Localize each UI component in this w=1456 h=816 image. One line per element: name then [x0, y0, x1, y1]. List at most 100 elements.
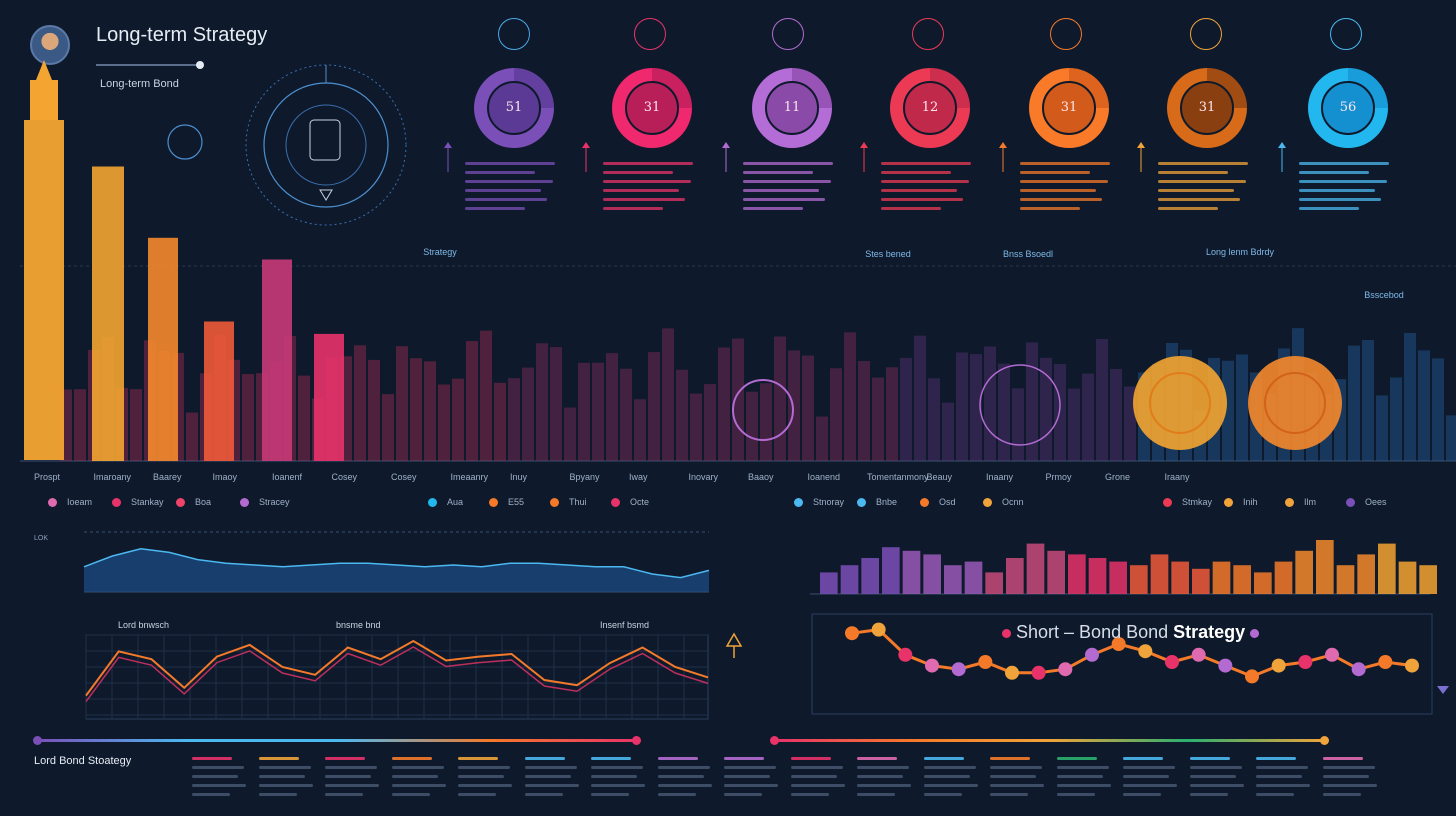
bar[interactable] [1295, 550, 1313, 594]
bar[interactable] [1109, 561, 1127, 594]
bar[interactable] [1274, 561, 1293, 594]
bar[interactable] [1150, 554, 1169, 594]
badge-icon[interactable] [772, 18, 804, 50]
gauge[interactable]: 56 [1307, 67, 1389, 149]
legend-label: Ocnn [1002, 497, 1024, 507]
bar[interactable] [1026, 543, 1045, 594]
main-bar[interactable] [204, 321, 234, 462]
timeline-handle[interactable] [770, 736, 779, 745]
bar[interactable] [1192, 568, 1210, 594]
signature-icon[interactable] [634, 18, 666, 50]
chevron-down-icon[interactable] [1436, 685, 1450, 695]
main-bar[interactable] [92, 166, 124, 462]
gauge-value: 12 [921, 100, 939, 115]
bar[interactable] [985, 572, 1003, 594]
legend-item[interactable]: Stracey [240, 497, 290, 507]
legend-item[interactable]: Ocnn [983, 497, 1024, 507]
data-point[interactable] [1111, 637, 1126, 651]
data-point[interactable] [1245, 669, 1259, 684]
legend-item[interactable]: Bnbe [857, 497, 897, 507]
badge-icon[interactable] [1330, 18, 1362, 50]
bar[interactable] [1254, 572, 1272, 594]
curve-icon[interactable] [912, 18, 944, 50]
gauge[interactable]: 11 [751, 67, 833, 149]
legend-item[interactable]: Oees [1346, 497, 1387, 507]
data-point[interactable] [951, 662, 966, 677]
avatar[interactable] [30, 25, 70, 65]
main-bar[interactable] [148, 237, 178, 461]
gauge[interactable]: 12 [889, 67, 971, 149]
gauge[interactable]: 51 [473, 67, 555, 149]
data-point[interactable] [925, 658, 939, 673]
data-point[interactable] [1191, 647, 1206, 662]
timeline-handle[interactable] [632, 736, 641, 745]
data-point[interactable] [1085, 647, 1099, 662]
gauge[interactable]: 31 [1028, 67, 1110, 149]
bar[interactable] [1088, 558, 1107, 594]
bar[interactable] [1068, 554, 1086, 594]
data-point[interactable] [845, 626, 859, 641]
bar[interactable] [1212, 561, 1231, 594]
legend-item[interactable]: Stmkay [1163, 497, 1212, 507]
footer-column [990, 757, 1048, 802]
header-slider-track[interactable] [96, 64, 202, 66]
data-point[interactable] [1298, 655, 1313, 669]
data-point[interactable] [978, 655, 993, 669]
legend-item[interactable]: Stnoray [794, 497, 844, 507]
data-point[interactable] [1058, 662, 1073, 677]
bar[interactable] [882, 547, 900, 594]
bar[interactable] [1419, 565, 1437, 594]
legend-item[interactable]: Aua [428, 497, 463, 507]
header-slider-handle[interactable] [196, 61, 204, 69]
timeline-handle[interactable] [1320, 736, 1329, 745]
main-bar[interactable] [314, 333, 344, 461]
data-point[interactable] [1218, 658, 1233, 673]
bar[interactable] [902, 550, 921, 594]
legend-item[interactable]: Boa [176, 497, 211, 507]
legend-item[interactable]: Osd [920, 497, 956, 507]
bar[interactable] [1398, 561, 1417, 594]
bar[interactable] [1047, 550, 1065, 594]
bar[interactable] [1130, 565, 1148, 594]
data-point[interactable] [1325, 647, 1339, 662]
main-bar[interactable] [262, 259, 292, 462]
bar[interactable] [820, 572, 838, 594]
bar[interactable] [861, 558, 879, 594]
data-point[interactable] [1378, 655, 1393, 669]
gauge[interactable]: 31 [1166, 67, 1248, 149]
wave-icon[interactable] [1190, 18, 1222, 50]
bar[interactable] [1357, 554, 1375, 594]
legend-item[interactable]: Thui [550, 497, 587, 507]
timeline-left[interactable] [36, 739, 640, 742]
data-point[interactable] [898, 647, 913, 662]
bar[interactable] [1233, 565, 1251, 594]
bar[interactable] [1316, 540, 1334, 594]
data-point[interactable] [1351, 662, 1366, 677]
timeline-handle[interactable] [33, 736, 42, 745]
data-point[interactable] [1005, 665, 1019, 680]
bar[interactable] [923, 554, 941, 594]
legend-item[interactable]: E55 [489, 497, 524, 507]
bar[interactable] [840, 565, 859, 594]
globe-icon[interactable] [498, 18, 530, 50]
legend-item[interactable]: Ioeam [48, 497, 92, 507]
legend-item[interactable]: Inih [1224, 497, 1258, 507]
data-point[interactable] [1271, 658, 1286, 673]
legend-item[interactable]: Stankay [112, 497, 164, 507]
pen-icon[interactable] [1050, 18, 1082, 50]
data-point[interactable] [1165, 655, 1179, 669]
data-point[interactable] [1138, 644, 1153, 659]
bar[interactable] [1006, 558, 1024, 594]
legend-item[interactable]: Ilm [1285, 497, 1316, 507]
bar[interactable] [1171, 561, 1189, 594]
data-point[interactable] [1405, 658, 1419, 673]
legend-item[interactable]: Octe [611, 497, 649, 507]
bar[interactable] [1378, 543, 1396, 594]
bar[interactable] [964, 561, 983, 594]
bar[interactable] [1336, 565, 1355, 594]
data-point[interactable] [871, 622, 886, 637]
timeline-right[interactable] [775, 739, 1325, 742]
bar[interactable] [944, 565, 962, 594]
data-point[interactable] [1031, 665, 1046, 680]
gauge[interactable]: 31 [611, 67, 693, 149]
